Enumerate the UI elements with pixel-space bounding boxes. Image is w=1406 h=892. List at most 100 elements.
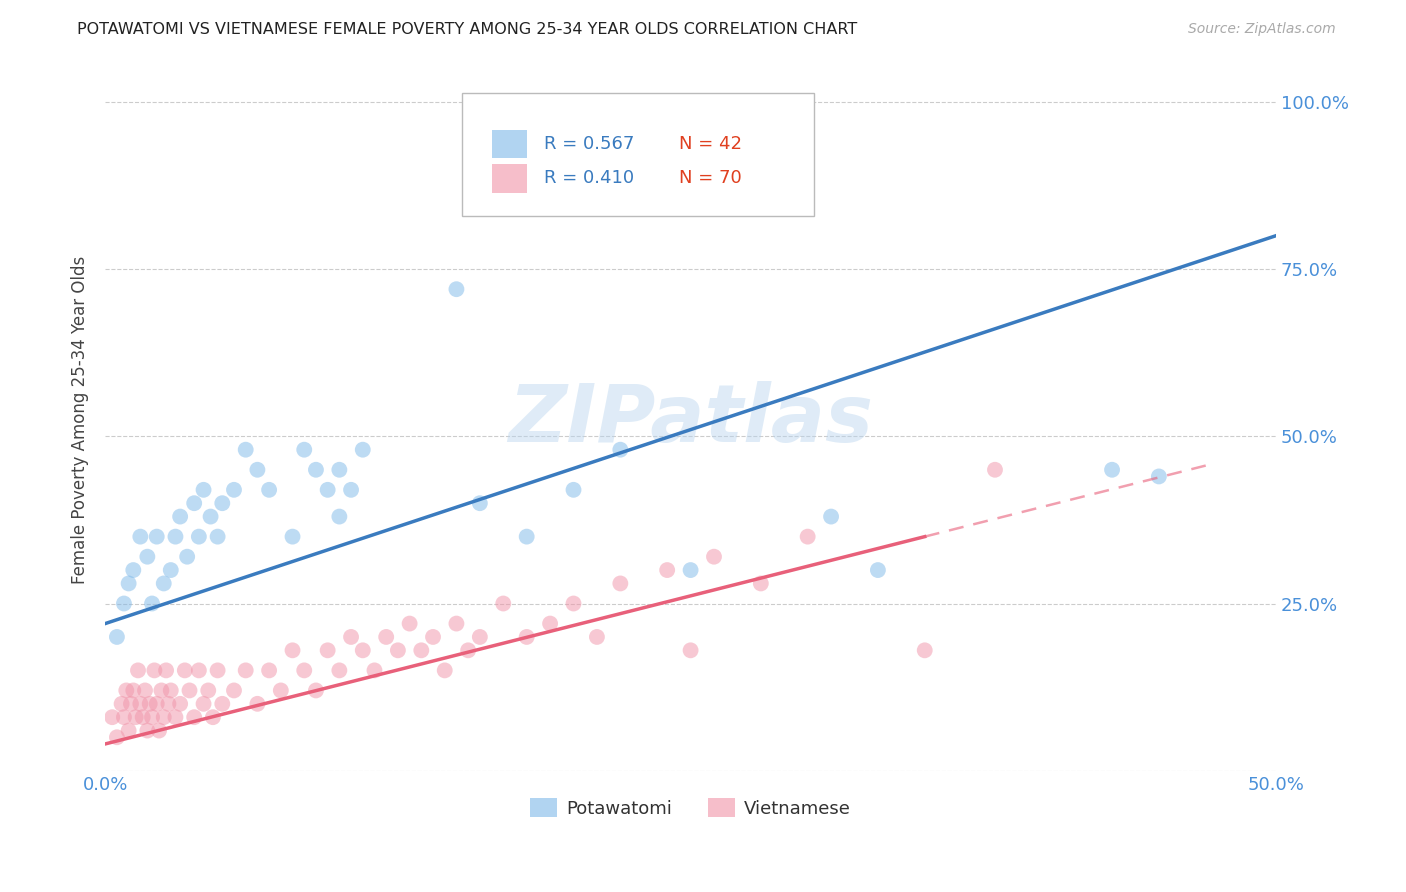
Vietnamese	[270, 683, 292, 698]
Potawatomi	[305, 463, 328, 477]
Potawatomi	[468, 496, 491, 510]
Vietnamese	[363, 664, 385, 678]
Potawatomi	[193, 483, 215, 497]
Vietnamese	[352, 643, 374, 657]
Vietnamese	[112, 710, 135, 724]
Vietnamese	[165, 710, 187, 724]
Vietnamese	[562, 597, 585, 611]
Potawatomi	[446, 282, 468, 296]
Vietnamese	[138, 697, 160, 711]
Potawatomi	[281, 530, 304, 544]
Potawatomi	[187, 530, 209, 544]
Text: N = 70: N = 70	[679, 169, 741, 187]
Vietnamese	[187, 664, 209, 678]
Vietnamese	[222, 683, 245, 698]
Vietnamese	[292, 664, 315, 678]
Vietnamese	[117, 723, 139, 738]
Potawatomi	[200, 509, 222, 524]
Vietnamese	[157, 697, 180, 711]
Potawatomi	[328, 509, 350, 524]
Potawatomi	[112, 597, 135, 611]
FancyBboxPatch shape	[463, 93, 814, 216]
Potawatomi	[145, 530, 167, 544]
Text: ZIPatlas: ZIPatlas	[508, 381, 873, 458]
Vietnamese	[328, 664, 350, 678]
Potawatomi	[105, 630, 128, 644]
Potawatomi	[292, 442, 315, 457]
Text: POTAWATOMI VS VIETNAMESE FEMALE POVERTY AMONG 25-34 YEAR OLDS CORRELATION CHART: POTAWATOMI VS VIETNAMESE FEMALE POVERTY …	[77, 22, 858, 37]
Vietnamese	[984, 463, 1007, 477]
Vietnamese	[316, 643, 339, 657]
Vietnamese	[105, 731, 128, 745]
Vietnamese	[134, 683, 156, 698]
Vietnamese	[246, 697, 269, 711]
Vietnamese	[914, 643, 936, 657]
Vietnamese	[586, 630, 609, 644]
Potawatomi	[183, 496, 205, 510]
Vietnamese	[340, 630, 363, 644]
Potawatomi	[117, 576, 139, 591]
Potawatomi	[165, 530, 187, 544]
Potawatomi	[1147, 469, 1170, 483]
Y-axis label: Female Poverty Among 25-34 Year Olds: Female Poverty Among 25-34 Year Olds	[72, 255, 89, 583]
Vietnamese	[129, 697, 152, 711]
Vietnamese	[516, 630, 538, 644]
Text: N = 42: N = 42	[679, 135, 742, 153]
Potawatomi	[340, 483, 363, 497]
Potawatomi	[257, 483, 280, 497]
Vietnamese	[657, 563, 679, 577]
Potawatomi	[211, 496, 233, 510]
Vietnamese	[197, 683, 219, 698]
Vietnamese	[375, 630, 398, 644]
Vietnamese	[201, 710, 224, 724]
Vietnamese	[150, 683, 173, 698]
FancyBboxPatch shape	[492, 129, 527, 158]
Vietnamese	[457, 643, 479, 657]
Vietnamese	[703, 549, 725, 564]
Potawatomi	[169, 509, 191, 524]
Vietnamese	[433, 664, 456, 678]
Vietnamese	[155, 664, 177, 678]
Potawatomi	[820, 509, 842, 524]
Text: R = 0.410: R = 0.410	[544, 169, 634, 187]
FancyBboxPatch shape	[492, 164, 527, 193]
Vietnamese	[207, 664, 229, 678]
Vietnamese	[179, 683, 201, 698]
Potawatomi	[122, 563, 145, 577]
Vietnamese	[120, 697, 142, 711]
Potawatomi	[562, 483, 585, 497]
Potawatomi	[152, 576, 174, 591]
Potawatomi	[129, 530, 152, 544]
Vietnamese	[305, 683, 328, 698]
Potawatomi	[246, 463, 269, 477]
Potawatomi	[235, 442, 257, 457]
Vietnamese	[169, 697, 191, 711]
Potawatomi	[609, 442, 631, 457]
Vietnamese	[609, 576, 631, 591]
Vietnamese	[122, 683, 145, 698]
Vietnamese	[183, 710, 205, 724]
Potawatomi	[749, 195, 772, 210]
Text: R = 0.567: R = 0.567	[544, 135, 634, 153]
Vietnamese	[148, 723, 170, 738]
Vietnamese	[422, 630, 444, 644]
Text: Source: ZipAtlas.com: Source: ZipAtlas.com	[1188, 22, 1336, 37]
Vietnamese	[193, 697, 215, 711]
Vietnamese	[235, 664, 257, 678]
Vietnamese	[749, 576, 772, 591]
Potawatomi	[222, 483, 245, 497]
Vietnamese	[173, 664, 195, 678]
Vietnamese	[143, 664, 166, 678]
Vietnamese	[115, 683, 138, 698]
Vietnamese	[446, 616, 468, 631]
Vietnamese	[152, 710, 174, 724]
Vietnamese	[127, 664, 149, 678]
Vietnamese	[468, 630, 491, 644]
Potawatomi	[159, 563, 181, 577]
Vietnamese	[411, 643, 433, 657]
Potawatomi	[316, 483, 339, 497]
Potawatomi	[352, 442, 374, 457]
Vietnamese	[211, 697, 233, 711]
Potawatomi	[1101, 463, 1123, 477]
Potawatomi	[207, 530, 229, 544]
